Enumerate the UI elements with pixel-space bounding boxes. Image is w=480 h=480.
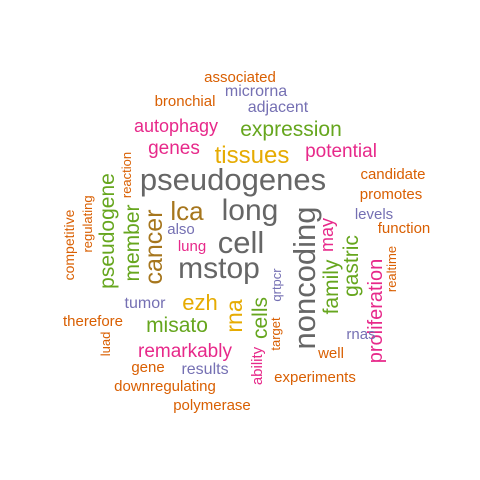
word-pseudogenes: pseudogenes <box>140 162 326 197</box>
word-regulating: regulating <box>80 195 95 252</box>
word-cell: cell <box>218 225 265 260</box>
word-tumor: tumor <box>125 295 167 312</box>
word-adjacent: adjacent <box>248 99 309 116</box>
word-lca: lca <box>170 196 204 226</box>
word-proliferation: proliferation <box>365 259 387 364</box>
word-levels: levels <box>355 206 393 223</box>
word-results: results <box>181 361 228 378</box>
word-associated: associated <box>204 69 276 86</box>
word-gene: gene <box>131 359 164 376</box>
word-candidate: candidate <box>360 166 425 183</box>
word-promotes: promotes <box>360 186 423 203</box>
word-target: target <box>268 317 283 351</box>
word-ezh: ezh <box>182 290 217 315</box>
word-rna: rna <box>221 299 247 332</box>
word-rnas: rnas <box>346 326 375 343</box>
word-downregulating: downregulating <box>114 378 216 395</box>
word-noncoding: noncoding <box>287 206 322 349</box>
word-member: member <box>121 204 144 281</box>
word-qrtpcr: qrtpcr <box>269 268 284 302</box>
word-genes: genes <box>148 138 200 159</box>
word-bronchial: bronchial <box>155 93 216 110</box>
word-well: well <box>317 345 344 362</box>
word-reaction: reaction <box>119 152 134 198</box>
word-luad: luad <box>98 332 113 357</box>
word-lung: lung <box>178 238 206 255</box>
word-tissues: tissues <box>215 142 290 169</box>
word-remarkably: remarkably <box>138 341 232 362</box>
word-may: may <box>317 218 337 252</box>
word-long: long <box>222 194 279 227</box>
word-also: also <box>167 221 195 238</box>
word-gastric: gastric <box>340 235 363 297</box>
word-mstop: mstop <box>178 252 260 285</box>
word-family: family <box>320 259 343 314</box>
word-expression: expression <box>240 118 342 141</box>
word-cells: cells <box>249 297 272 339</box>
word-competitive: competitive <box>61 209 77 280</box>
word-microrna: microrna <box>225 83 287 100</box>
word-autophagy: autophagy <box>134 116 218 136</box>
word-misato: misato <box>146 314 208 337</box>
word-therefore: therefore <box>63 313 123 330</box>
word-pseudogene: pseudogene <box>96 173 119 289</box>
word-polymerase: polymerase <box>173 397 251 414</box>
word-ability: ability <box>249 346 266 385</box>
word-realtime: realtime <box>384 246 399 292</box>
word-potential: potential <box>305 141 377 162</box>
word-cancer: cancer <box>140 209 168 284</box>
word-function: function <box>378 220 431 237</box>
word-experiments: experiments <box>274 369 356 386</box>
